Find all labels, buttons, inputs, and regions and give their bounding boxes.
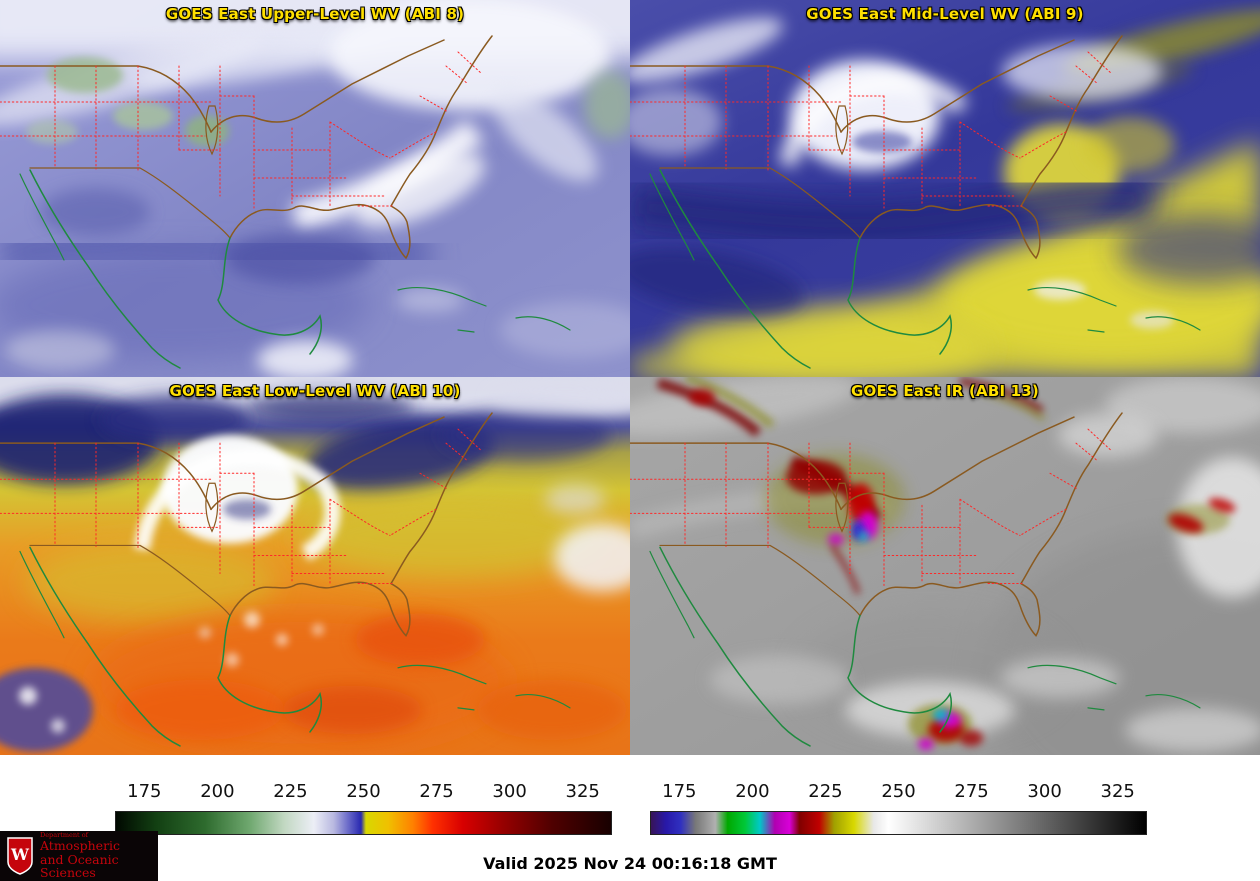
colorbar-tick-label: 325 bbox=[565, 781, 600, 802]
colorbar-tick-label: 250 bbox=[881, 781, 916, 802]
panel-upper-level-wv[interactable]: GOES East Upper-Level WV (ABI 8) bbox=[0, 0, 630, 377]
satellite-quadrants: GOES East Upper-Level WV (ABI 8) GOE bbox=[0, 0, 1260, 755]
logo-text: Department of Atmospheric and Oceanic Sc… bbox=[40, 832, 152, 880]
wv-colorbar bbox=[115, 811, 612, 835]
colorbar-tick-label: 175 bbox=[662, 781, 697, 802]
wv-legend: 175 200 225 250 275 300 325 bbox=[115, 755, 612, 837]
logo-line-1: Atmospheric bbox=[40, 838, 121, 854]
uw-crest-icon: W bbox=[7, 837, 33, 875]
legend-footer: 175 200 225 250 275 300 325 175 200 225 250 275 300… bbox=[0, 755, 1260, 881]
ir-colorbar-ticks: 175 200 225 250 275 300 325 bbox=[650, 781, 1147, 805]
panel-title-ir: GOES East IR (ABI 13) bbox=[850, 382, 1039, 400]
ir-legend: 175 200 225 250 275 300 325 bbox=[650, 755, 1147, 837]
mid-level-wv-image bbox=[630, 0, 1260, 377]
colorbar-tick-label: 250 bbox=[346, 781, 381, 802]
ir-colorbar bbox=[650, 811, 1147, 835]
ir-image bbox=[630, 377, 1260, 755]
panel-title-upper-wv: GOES East Upper-Level WV (ABI 8) bbox=[165, 5, 465, 23]
upper-level-wv-image bbox=[0, 0, 630, 377]
colorbar-tick-label: 175 bbox=[127, 781, 162, 802]
panel-mid-level-wv[interactable]: GOES East Mid-Level WV (ABI 9) bbox=[630, 0, 1260, 377]
low-level-wv-image bbox=[0, 377, 630, 755]
panel-ir[interactable]: GOES East IR (ABI 13) bbox=[630, 377, 1260, 755]
logo-line-2: and Oceanic Sciences bbox=[40, 851, 119, 881]
panel-low-level-wv[interactable]: GOES East Low-Level WV (ABI 10) bbox=[0, 377, 630, 755]
panel-title-mid-wv: GOES East Mid-Level WV (ABI 9) bbox=[806, 5, 1084, 23]
valid-time-label: Valid 2025 Nov 24 00:16:18 GMT bbox=[483, 854, 777, 873]
colorbar-tick-label: 300 bbox=[1027, 781, 1062, 802]
colorbar-tick-label: 275 bbox=[419, 781, 454, 802]
colorbar-tick-label: 225 bbox=[808, 781, 843, 802]
colorbar-tick-label: 200 bbox=[735, 781, 770, 802]
svg-text:W: W bbox=[10, 845, 30, 864]
colorbar-tick-label: 225 bbox=[273, 781, 308, 802]
colorbar-tick-label: 325 bbox=[1100, 781, 1135, 802]
uw-aos-logo[interactable]: W Department of Atmospheric and Oceanic … bbox=[0, 831, 158, 881]
colorbar-tick-label: 300 bbox=[492, 781, 527, 802]
colorbar-tick-label: 275 bbox=[954, 781, 989, 802]
logo-dept-line: Department of bbox=[40, 831, 89, 840]
wv-colorbar-ticks: 175 200 225 250 275 300 325 bbox=[115, 781, 612, 805]
panel-title-low-wv: GOES East Low-Level WV (ABI 10) bbox=[169, 382, 461, 400]
colorbar-tick-label: 200 bbox=[200, 781, 235, 802]
